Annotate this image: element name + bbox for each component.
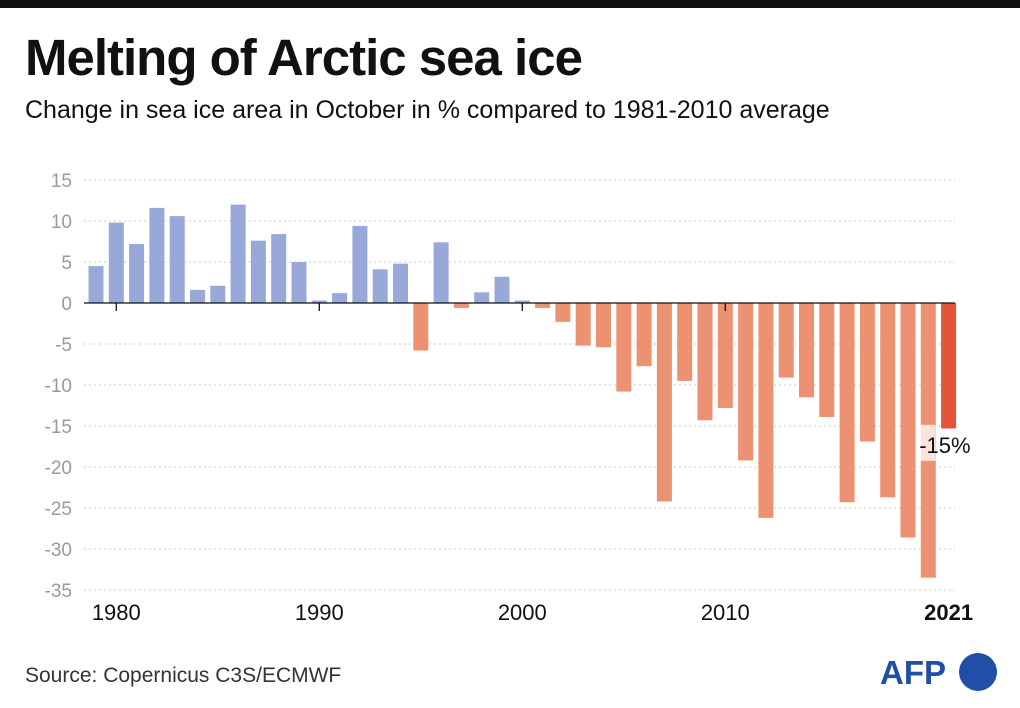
source-note: Source: Copernicus C3S/ECMWF [25,664,342,687]
x-tick-label: 2000 [498,600,547,625]
top-rule [0,0,1020,8]
y-tick-label: -35 [45,581,72,602]
bar [494,276,510,303]
y-tick-label: -30 [45,540,72,561]
bar [393,263,408,303]
bar [636,303,652,367]
annotation-backdrop [917,424,936,461]
bar [88,266,104,303]
bar [311,300,327,303]
bar [656,303,672,502]
annotation-label: -15% [919,433,970,458]
bar [190,289,205,303]
bar [413,303,429,351]
afp-logo: AFP [880,653,997,691]
bar [433,242,449,303]
bar [677,303,693,381]
afp-logo-text: AFP [880,654,946,691]
bar [210,285,226,303]
bar [738,303,754,461]
x-tick-label: 2021 [924,600,973,625]
bar [332,293,348,303]
bar [880,303,896,498]
bar [291,262,307,303]
chart-title: Melting of Arctic sea ice [25,29,583,86]
bar [271,234,287,303]
bar [758,303,774,518]
bar [717,303,733,408]
bar [230,204,246,303]
bar [474,292,490,303]
bar [859,303,875,442]
y-tick-label: -10 [45,376,72,397]
bar [941,303,957,429]
y-tick-label: 5 [61,253,72,274]
x-tick-label: 2010 [701,600,750,625]
bar [514,300,530,303]
bar [596,303,611,348]
y-tick-label: -15 [45,417,72,438]
bar-chart: 15 10 5 0 -5 -10 -15 -20 -25 -30 -35 1980 1990 2000 20… [45,171,974,625]
bar [616,303,632,392]
y-tick-label: 10 [51,212,72,233]
bar [575,303,591,346]
bar [129,243,145,303]
bar [108,222,124,303]
bar [778,303,794,378]
bar [169,216,185,303]
bar [819,303,835,417]
bar [250,240,266,303]
bar [149,207,165,303]
chart-subtitle: Change in sea ice area in October in % c… [25,96,830,124]
bar [453,303,469,308]
afp-logo-circle [959,653,997,691]
bar [535,303,551,308]
y-tick-label: 15 [51,171,72,192]
x-tick-label: 1980 [92,600,141,625]
y-tick-label: 0 [61,294,72,315]
y-tick-label: -25 [45,499,72,520]
bar [900,303,916,538]
bar [555,303,571,322]
bar [352,225,368,303]
bar [697,303,713,421]
bar [372,269,388,303]
x-tick-label: 1990 [295,600,344,625]
bar [799,303,814,398]
y-tick-label: -5 [55,335,72,356]
bar [839,303,855,503]
y-tick-label: -20 [45,458,72,479]
